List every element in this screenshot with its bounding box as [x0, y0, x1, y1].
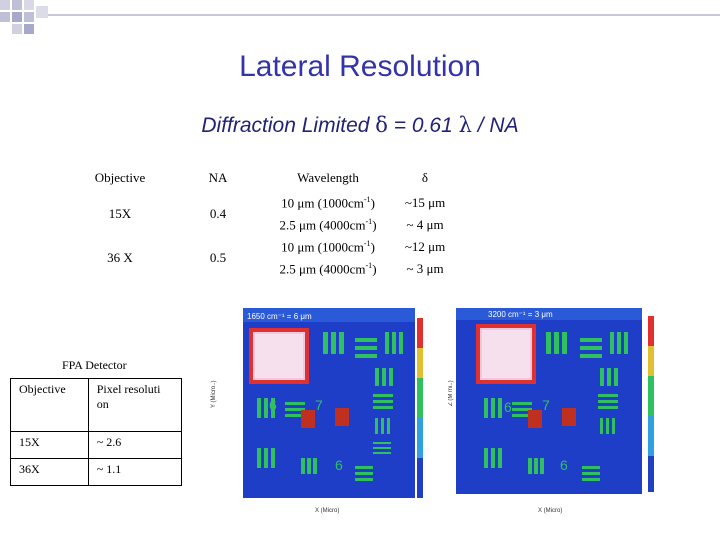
subtitle-mid: = 0.61 — [393, 114, 453, 137]
table-header-row: Objective Pixel resoluti on — [10, 378, 183, 432]
delta-cell: ~ 4 μm — [406, 217, 444, 232]
image-number: 7 — [315, 397, 323, 413]
fpa-table: Objective Pixel resoluti on 15X ~ 2.6 36… — [10, 378, 183, 486]
fpa-header-objective: Objective — [10, 378, 89, 432]
page-title: Lateral Resolution — [239, 50, 481, 83]
table-row: 36X ~ 1.1 — [10, 458, 183, 486]
na-cell: 0.4 — [209, 206, 227, 221]
ir-image-right: 3200 cm⁻¹ = 3 μm 6 7 6 Z (M mi..) X (Mic… — [448, 298, 670, 520]
header-delta: δ — [421, 170, 429, 185]
delta-cell: ~12 μm — [404, 239, 446, 254]
na-cell: 0.5 — [209, 250, 227, 265]
image-number: 6 — [335, 457, 343, 473]
fpa-header-pixel: Pixel resoluti on — [87, 378, 183, 432]
table-row: 15X ~ 2.6 — [10, 431, 183, 459]
wavelength-cell: 2.5 μm (4000cm-1) — [279, 216, 377, 233]
wavelength-cell: 10 μm (1000cm-1) — [281, 194, 375, 211]
image-number: 6 — [560, 457, 568, 473]
lambda-symbol: λ — [458, 113, 472, 137]
objective-cell: 15X — [108, 206, 132, 221]
delta-cell: ~ 3 μm — [406, 261, 444, 276]
subtitle-prefix: Diffraction Limited — [201, 114, 370, 137]
resolution-table: Objective NA Wavelength δ 15X 0.4 10 μm … — [70, 164, 460, 280]
table-header-row: Objective NA Wavelength δ — [70, 164, 460, 192]
page-subtitle: Diffraction Limited δ = 0.61 λ / NA — [0, 113, 720, 138]
fpa-detector-title: FPA Detector — [62, 358, 127, 372]
delta-symbol: δ — [375, 113, 388, 137]
table-row: 15X 0.4 10 μm (1000cm-1) ~15 μm — [70, 192, 460, 221]
image-label-right: 3200 cm⁻¹ = 3 μm — [488, 310, 553, 319]
wavelength-cell: 10 μm (1000cm-1) — [281, 238, 375, 255]
objective-cell: 36 X — [107, 250, 133, 265]
image-number: 6 — [269, 397, 277, 413]
fpa-objective-cell: 15X — [10, 431, 89, 459]
fpa-pixel-cell: ~ 2.6 — [87, 431, 183, 459]
axis-label-left-y: Y (Micro..) — [211, 380, 217, 408]
image-label-left: 1650 cm⁻¹ = 6 μm — [247, 312, 312, 321]
axis-label-left-x: X (Micro) — [315, 508, 339, 514]
table-row: 2.5 μm (4000cm-1) ~ 3 μm — [70, 258, 460, 280]
delta-cell: ~15 μm — [404, 195, 446, 210]
table-row: 36 X 0.5 10 μm (1000cm-1) ~12 μm — [70, 236, 460, 265]
image-number: 7 — [542, 397, 550, 413]
subtitle-suffix: / NA — [477, 114, 519, 137]
image-number: 6 — [504, 399, 512, 415]
ir-image-left: 1650 cm⁻¹ = 6 μm 6 7 6 — [205, 298, 435, 518]
axis-label-right-y: Z (M mi..) — [448, 380, 454, 406]
axis-label-right-x: X (Micro) — [538, 508, 562, 514]
fpa-pixel-cell: ~ 1.1 — [87, 458, 183, 486]
header-objective: Objective — [94, 170, 146, 185]
wavelength-cell: 2.5 μm (4000cm-1) — [279, 260, 377, 277]
header-wavelength: Wavelength — [297, 170, 359, 185]
fpa-objective-cell: 36X — [10, 458, 89, 486]
table-row: 2.5 μm (4000cm-1) ~ 4 μm — [70, 214, 460, 236]
header-na: NA — [208, 170, 228, 185]
